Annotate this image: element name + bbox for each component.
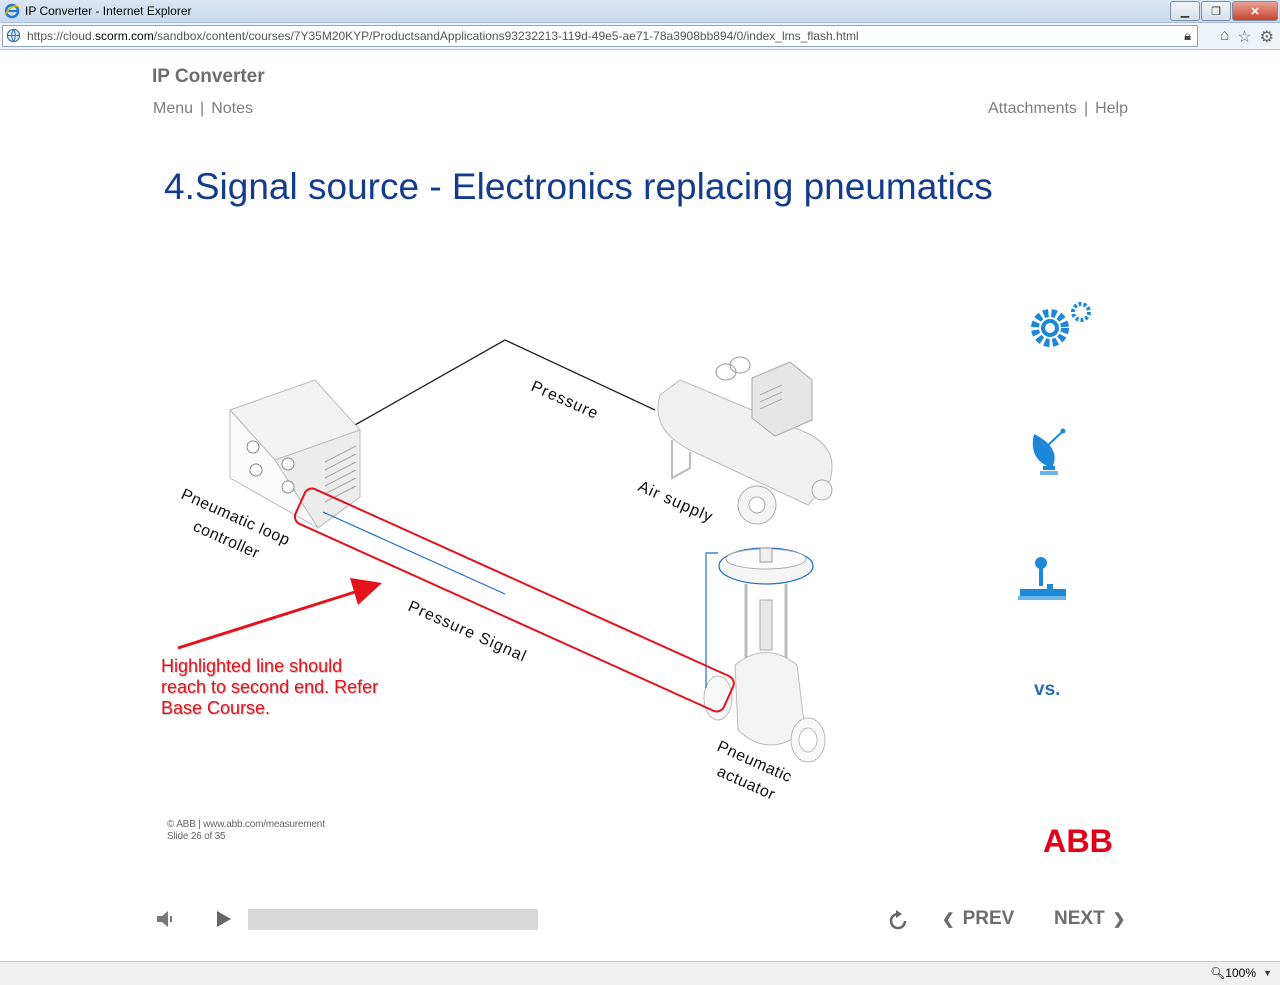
- home-icon[interactable]: ⌂: [1219, 27, 1230, 44]
- address-bar-row: https://cloud.scorm.com/sandbox/content/…: [0, 23, 1280, 50]
- close-button[interactable]: ✕: [1232, 1, 1278, 21]
- review-annotation: Highlighted line should reach to second …: [161, 656, 411, 719]
- window-title: IP Converter - Internet Explorer: [25, 4, 192, 18]
- help-link[interactable]: Help: [1095, 100, 1128, 117]
- url-prefix: https://cloud.: [27, 29, 96, 43]
- satellite-dish-icon[interactable]: [1032, 428, 1066, 476]
- annotation-line: Highlighted line should: [161, 656, 343, 676]
- copyright-text: © ABB | www.abb.com/measurement: [167, 819, 325, 830]
- chevron-right-icon: ❯: [1112, 911, 1126, 928]
- address-bar[interactable]: https://cloud.scorm.com/sandbox/content/…: [2, 25, 1198, 47]
- abb-logo-text: ABB: [1043, 824, 1113, 854]
- url-text[interactable]: https://cloud.scorm.com/sandbox/content/…: [27, 29, 859, 43]
- zoom-value: 100%: [1225, 966, 1256, 980]
- prev-button[interactable]: ❮ PREV: [942, 908, 1014, 930]
- notes-link[interactable]: Notes: [211, 100, 253, 117]
- pressure-signal-label: Pressure Signal: [405, 598, 529, 666]
- top-nav-left: Menu | Notes: [153, 100, 253, 118]
- progress-bar[interactable]: [248, 909, 538, 930]
- annotation-line: Base Course.: [161, 698, 271, 718]
- pressure-signal-line: [322, 511, 506, 595]
- abb-logo: ABB: [1043, 824, 1113, 854]
- pneumatic-system-diagram: Pressure Air supply Pneumatic loop contr…: [177, 339, 833, 804]
- next-button[interactable]: NEXT ❯: [1054, 908, 1125, 930]
- chevron-left-icon: ❮: [942, 911, 955, 928]
- play-icon[interactable]: [214, 909, 234, 929]
- gears-icon[interactable]: [1031, 302, 1091, 347]
- vs-label: vs.: [1034, 679, 1061, 700]
- window-titlebar: IP Converter - Internet Explorer ▁ ❐ ✕: [0, 0, 1280, 23]
- prev-label: PREV: [962, 908, 1015, 929]
- status-bar: 🔍︎100% ▼: [0, 961, 1280, 985]
- lock-icon[interactable]: 🔒︎: [1184, 28, 1191, 43]
- replay-icon[interactable]: [886, 909, 910, 933]
- minimize-icon: ▁: [1180, 5, 1190, 18]
- url-domain: scorm.com: [95, 29, 154, 43]
- pressure-label: Pressure: [528, 378, 601, 423]
- player-controls: ❮ PREV NEXT ❯: [150, 900, 1140, 940]
- zoom-dropdown-icon[interactable]: ▼: [1263, 968, 1272, 978]
- volume-icon[interactable]: [155, 908, 177, 930]
- menu-link[interactable]: Menu: [153, 100, 194, 117]
- close-icon: ✕: [1250, 5, 1260, 18]
- zoom-icon: 🔍︎: [1210, 966, 1226, 980]
- course-title: IP Converter: [152, 66, 265, 87]
- nav-divider: |: [200, 100, 205, 117]
- next-label: NEXT: [1054, 908, 1105, 929]
- slide-footer: © ABB | www.abb.com/measurement Slide 26…: [167, 819, 325, 843]
- url-path: /sandbox/content/courses/7Y35M20KYP/Prod…: [153, 29, 859, 43]
- slide-title: 4.Signal source - Electronics replacing …: [164, 166, 993, 207]
- actuator-signal-line: [705, 552, 718, 688]
- internet-explorer-icon: [4, 3, 20, 19]
- favorites-star-icon[interactable]: ☆: [1237, 29, 1252, 46]
- annotation-line: reach to second end. Refer: [161, 677, 379, 697]
- restore-button[interactable]: ❐: [1201, 1, 1231, 21]
- attachments-link[interactable]: Attachments: [988, 100, 1077, 117]
- air-compressor-illustration: [657, 356, 833, 525]
- nav-divider: |: [1083, 100, 1089, 117]
- highlight-box: [293, 487, 735, 713]
- minimize-button[interactable]: ▁: [1170, 1, 1200, 21]
- annotation-arrow: [177, 578, 382, 650]
- top-nav-right: Attachments | Help: [988, 100, 1128, 118]
- air-supply-label: Air supply: [635, 478, 715, 526]
- side-icons: [1018, 302, 1091, 600]
- pressure-line: [354, 339, 656, 426]
- restore-icon: ❐: [1211, 5, 1221, 18]
- joystick-icon[interactable]: [1018, 557, 1066, 600]
- settings-gear-icon[interactable]: ⚙: [1259, 29, 1274, 46]
- zoom-level[interactable]: 🔍︎100%: [1210, 966, 1256, 980]
- pneumatic-controller-illustration: [229, 379, 361, 529]
- globe-icon: [6, 28, 21, 43]
- slide-counter: Slide 26 of 35: [167, 831, 226, 842]
- pneumatic-actuator-illustration: [703, 547, 826, 763]
